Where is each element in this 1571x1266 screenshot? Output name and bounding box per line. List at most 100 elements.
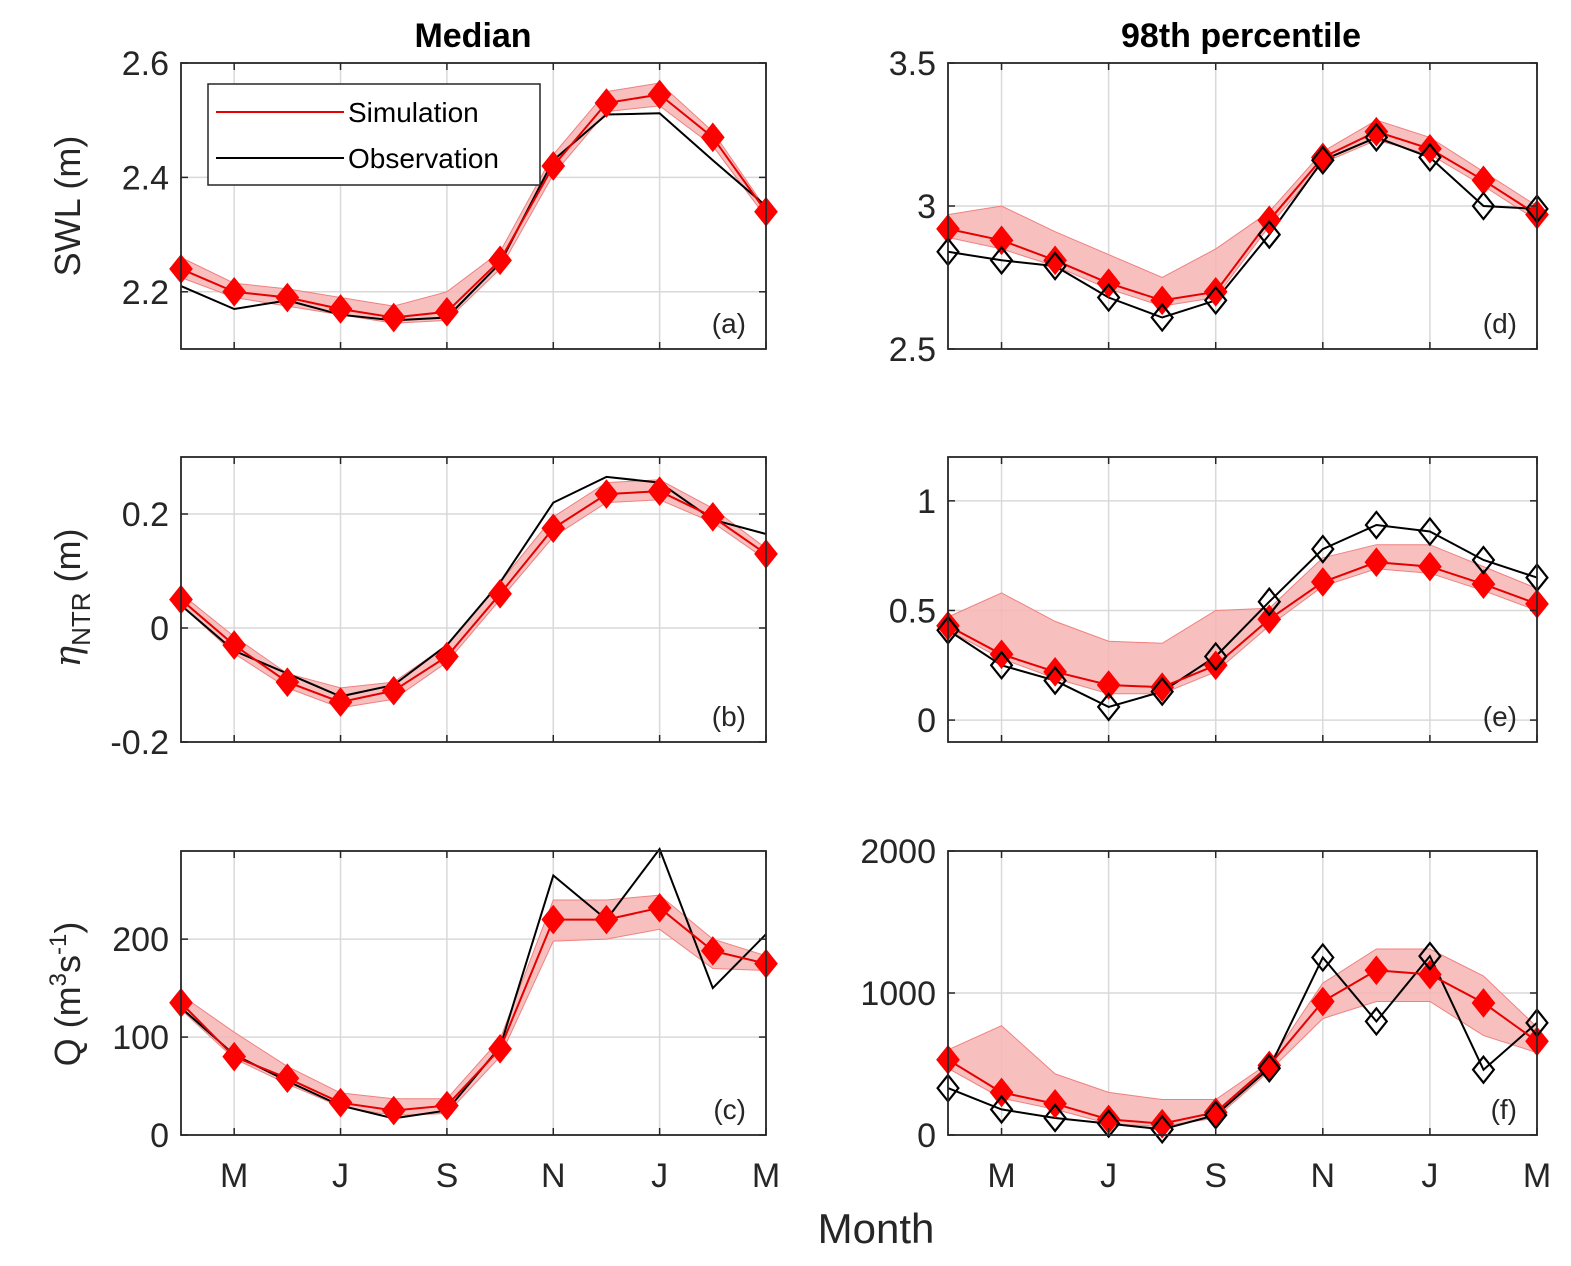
observation-point	[1096, 692, 1121, 722]
x-tick-label: J	[1100, 1157, 1117, 1195]
simulation-point	[700, 502, 725, 532]
axes-frame	[180, 850, 767, 1136]
simulation-point	[1364, 547, 1389, 578]
y-tick-label: 2.4	[122, 159, 169, 197]
column-title-median: Median	[414, 17, 531, 55]
simulation-point	[435, 1090, 459, 1121]
observation-point	[1203, 641, 1228, 672]
y-tick-label: 3.5	[889, 45, 936, 83]
simulation-point	[1418, 959, 1442, 990]
x-tick-label: S	[436, 1157, 459, 1195]
x-tick-label: J	[1421, 1157, 1438, 1195]
observation-point	[1203, 285, 1228, 316]
observation-point	[1096, 282, 1121, 313]
observation-point	[1043, 1103, 1067, 1133]
observation-point	[1043, 665, 1067, 696]
simulation-point	[1257, 604, 1282, 635]
x-tick-label: N	[541, 1157, 566, 1195]
simulation-point	[1310, 986, 1335, 1017]
simulation-point	[647, 476, 672, 507]
simulation-point	[1150, 1108, 1175, 1139]
observation-point	[989, 650, 1014, 681]
legend-observation-label: Observation	[348, 143, 499, 174]
observation-point	[1471, 1054, 1496, 1085]
plot-area	[181, 851, 766, 1135]
simulation-point	[700, 936, 725, 966]
observation-point	[1096, 1108, 1121, 1139]
observation-point	[1364, 1006, 1389, 1037]
observation-point	[1418, 941, 1442, 971]
observation-point	[1364, 510, 1389, 540]
ylabel-discharge: Q (m3s-1)	[45, 922, 88, 1067]
legend: Simulation Observation	[207, 83, 541, 186]
x-tick-label: J	[332, 1157, 349, 1195]
ylabel-eta-ntr: ηNTR (m)	[47, 529, 96, 668]
y-tick-label: 3	[917, 188, 936, 226]
simulation-point	[1310, 142, 1335, 173]
column-title-98th-percentile: 98th percentile	[1121, 17, 1361, 55]
panel-label: (d)	[1483, 308, 1517, 339]
simulation-point	[275, 667, 300, 697]
simulation-point	[328, 1087, 353, 1118]
panel-label: (c)	[713, 1094, 746, 1125]
simulation-point	[328, 687, 353, 717]
y-tick-label: 2.5	[889, 331, 936, 369]
simulation-point	[1418, 133, 1442, 164]
simulation-point	[594, 88, 619, 118]
simulation-point	[1150, 672, 1175, 702]
simulation-point	[1471, 988, 1496, 1018]
simulation-point	[1418, 551, 1442, 582]
observation-series-line	[180, 112, 767, 322]
simulation-point	[541, 151, 566, 181]
y-tick-label: 0	[917, 702, 936, 740]
observation-point	[1257, 586, 1282, 617]
simulation-point	[1043, 657, 1067, 687]
observation-point	[1150, 1114, 1174, 1145]
observation-point	[1364, 122, 1389, 153]
y-tick-label: 0	[150, 610, 169, 648]
y-tick-label: 1000	[860, 975, 936, 1013]
panel-c: M J S N J M 0 100 200 (c)	[112, 846, 780, 1195]
panel-label: (e)	[1483, 701, 1517, 732]
y-tick-label: 0	[917, 1117, 936, 1155]
simulation-point	[989, 225, 1014, 256]
observation-point	[1257, 1053, 1282, 1084]
simulation-point	[1203, 276, 1228, 307]
simulation-point	[222, 276, 247, 307]
x-tick-label: N	[1311, 1157, 1336, 1195]
plot-area	[948, 457, 1537, 742]
simulation-point	[1203, 1097, 1228, 1128]
y-tick-label: 0	[150, 1117, 169, 1155]
simulation-point	[700, 122, 725, 153]
observation-point	[1471, 191, 1496, 221]
y-tick-label: -0.2	[110, 724, 169, 762]
panel-b: -0.2 0 0.2 (b)	[110, 456, 778, 762]
xlabel-month: Month	[818, 1205, 935, 1252]
observation-point	[989, 1094, 1014, 1125]
x-tick-label: M	[987, 1157, 1015, 1195]
y-tick-label: 0.5	[889, 592, 936, 630]
simulation-point	[647, 892, 672, 923]
panel-f: M J S N J M 0 1000 2000 (f)	[860, 833, 1551, 1195]
axes-frame	[180, 456, 767, 743]
simulation-point	[1043, 245, 1067, 276]
simulation-point	[222, 1041, 247, 1072]
x-tick-label: M	[752, 1157, 780, 1195]
simulation-point	[989, 1077, 1014, 1108]
simulation-point	[381, 1095, 406, 1126]
simulation-point	[488, 245, 512, 276]
observation-point	[1043, 251, 1067, 281]
simulation-point	[381, 302, 406, 333]
simulation-point	[435, 297, 459, 327]
x-tick-label: J	[651, 1157, 668, 1195]
y-tick-label: 2.6	[122, 45, 169, 83]
axes-frame	[947, 456, 1538, 743]
simulation-point	[1364, 955, 1389, 986]
simulation-point	[275, 1063, 300, 1094]
panel-e: 0 0.5 1 (e)	[889, 456, 1549, 743]
observation-point	[1150, 302, 1174, 333]
legend-box	[207, 83, 541, 186]
panel-d: 2.5 3 3.5 (d)	[889, 45, 1549, 369]
observation-point	[1257, 219, 1282, 250]
